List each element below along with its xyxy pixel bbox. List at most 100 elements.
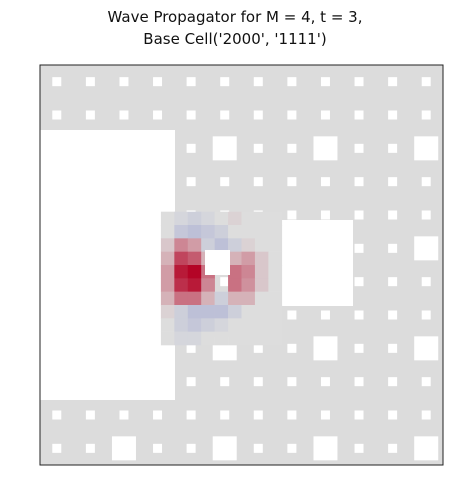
heat-cell [254, 291, 269, 306]
carpet-hole [212, 436, 237, 461]
heat-cell [254, 318, 269, 332]
heat-cell [268, 331, 283, 346]
heat-cell [187, 291, 202, 306]
carpet-hole [354, 443, 364, 453]
heat-cell [174, 305, 189, 319]
carpet-hole [111, 436, 136, 461]
carpet-hole [220, 410, 230, 420]
carpet-hole [119, 410, 129, 420]
carpet-hole [186, 377, 196, 387]
carpet-hole [85, 77, 95, 87]
heat-cell [214, 291, 229, 306]
heat-cell [228, 318, 242, 332]
carpet-hole [186, 143, 196, 153]
heat-cell [187, 238, 202, 252]
carpet-hole [421, 177, 431, 187]
heat-cell [241, 291, 256, 306]
heat-cell [228, 305, 242, 319]
carpet-hole [85, 410, 95, 420]
heat-cell [201, 318, 215, 332]
heat-cell [187, 278, 202, 292]
heat-cell [187, 318, 202, 332]
carpet-hole [52, 77, 62, 87]
carpet-hole [287, 143, 297, 153]
carpet-hole [186, 110, 196, 120]
carpet-hole [212, 136, 237, 161]
carpet-hole [85, 443, 95, 453]
heat-cell [254, 238, 269, 252]
carpet-hole [287, 310, 297, 320]
heat-cell [201, 331, 215, 346]
heat-cell [241, 265, 256, 279]
heat-cell [160, 331, 175, 346]
heat-cell [241, 211, 256, 226]
carpet-hole [287, 210, 297, 220]
carpet-hole [287, 377, 297, 387]
heat-cell [160, 265, 175, 279]
carpet-hole [414, 236, 439, 261]
heat-cell [174, 225, 189, 239]
carpet-hole [354, 177, 364, 187]
heat-cell [160, 211, 175, 226]
carpet-hole [186, 343, 196, 353]
heat-cell [174, 211, 189, 226]
carpet-hole [253, 110, 263, 120]
carpet-hole [119, 110, 129, 120]
heat-cell [228, 265, 242, 279]
carpet-hole [313, 436, 338, 461]
heat-cell [214, 211, 229, 226]
carpet-hole [354, 377, 364, 387]
carpet-hole [354, 277, 364, 287]
carpet-hole [253, 377, 263, 387]
heat-cell [214, 318, 229, 332]
heat-cell [228, 291, 242, 306]
carpet-hole [388, 377, 398, 387]
carpet-hole [220, 277, 230, 287]
carpet-hole [388, 310, 398, 320]
carpet-hole [52, 110, 62, 120]
plot-frame [39, 64, 444, 466]
heat-cell [214, 331, 229, 346]
carpet-hole [320, 77, 330, 87]
carpet-hole [388, 177, 398, 187]
heat-cell [254, 305, 269, 319]
heat-cell [201, 211, 215, 226]
heat-cell [201, 291, 215, 306]
carpet-hole [253, 410, 263, 420]
carpet-hole [287, 177, 297, 187]
carpet-hole [421, 77, 431, 87]
heat-cell [268, 211, 283, 226]
carpet-hole [220, 177, 230, 187]
carpet-hole [220, 377, 230, 387]
carpet-hole [388, 243, 398, 253]
heat-cell [241, 225, 256, 239]
carpet-hole [414, 436, 439, 461]
carpet-hole [253, 177, 263, 187]
heat-cell [254, 225, 269, 239]
carpet-hole [153, 410, 163, 420]
carpet-hole [320, 210, 330, 220]
heat-cell [160, 318, 175, 332]
carpet-hole [52, 410, 62, 420]
heat-cell [201, 278, 215, 292]
heat-cell [174, 278, 189, 292]
carpet-hole [414, 336, 439, 361]
heat-cell [228, 331, 242, 346]
carpet-hole [287, 110, 297, 120]
carpet-hole [253, 77, 263, 87]
heat-cell [254, 211, 269, 226]
heat-cell [241, 278, 256, 292]
carpet-hole [287, 77, 297, 87]
carpet-hole [220, 110, 230, 120]
heat-cell [254, 251, 269, 266]
carpet-hole [52, 443, 62, 453]
carpet-hole [287, 410, 297, 420]
heat-cell [241, 318, 256, 332]
heat-cell [174, 251, 189, 266]
heat-cell [187, 305, 202, 319]
carpet-hole [388, 77, 398, 87]
carpet-hole [354, 210, 364, 220]
heat-cell [241, 331, 256, 346]
carpet-hole [253, 143, 263, 153]
heat-cell [268, 305, 283, 319]
